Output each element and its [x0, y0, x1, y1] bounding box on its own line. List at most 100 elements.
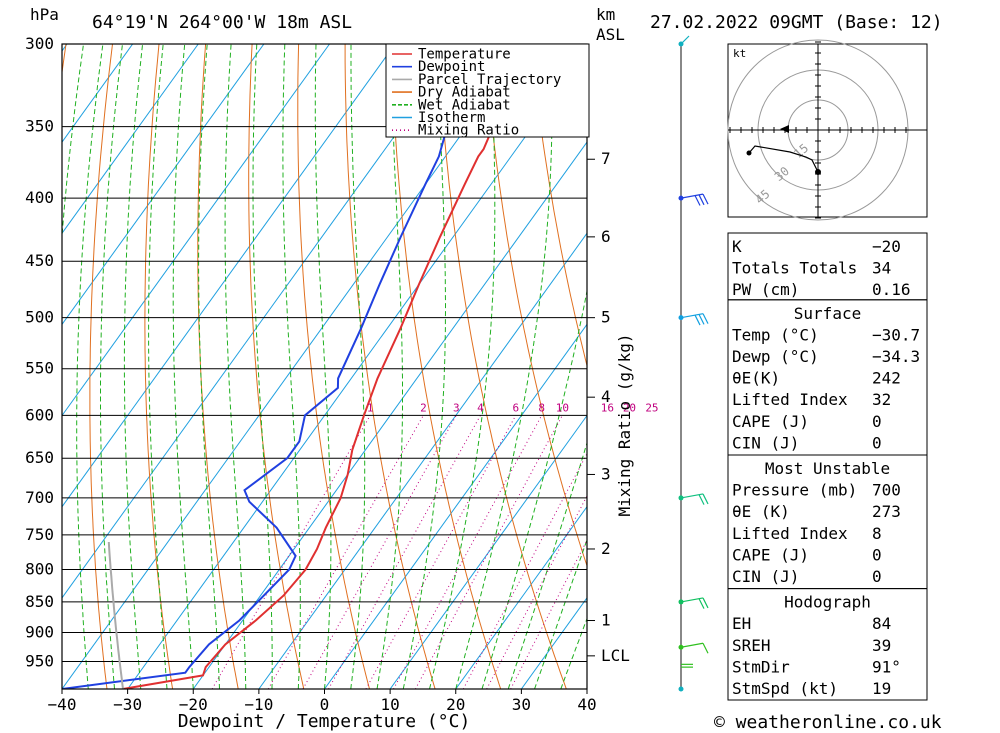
hodograph-unit-label: kt — [733, 47, 746, 60]
dry-adiabat-line — [950, 44, 1000, 689]
x-tick-label: 10 — [380, 695, 399, 714]
wind-barb-flag — [698, 314, 705, 325]
dry-adiabat-line — [391, 44, 502, 689]
index-value: 91° — [872, 657, 901, 676]
hodograph-trace — [748, 145, 819, 173]
pressure-tick-label: 950 — [25, 652, 54, 671]
index-label: CAPE (J) — [732, 545, 809, 564]
legend-label: Temperature — [418, 47, 511, 63]
pressure-tick-label: 450 — [25, 251, 54, 270]
pressure-tick-label: 900 — [25, 623, 54, 642]
km-tick-label: 4 — [601, 387, 611, 406]
index-box — [727, 588, 928, 701]
wind-barb-flag — [702, 493, 709, 505]
isotherm-line — [324, 323, 587, 689]
isotherm-line — [258, 232, 587, 689]
wet-adiabat-line — [282, 44, 301, 689]
mixing-ratio-label: 6 — [512, 401, 519, 414]
legend-label: Dry Adiabat — [418, 85, 511, 101]
x-tick-label: −20 — [179, 695, 208, 714]
index-value: 242 — [872, 369, 901, 388]
mixing-ratio-axis-title: Mixing Ratio (g/kg) — [615, 333, 634, 516]
hodograph-point — [746, 150, 752, 156]
mixing-ratio-label: 20 — [623, 401, 636, 414]
index-label: Lifted Index — [732, 390, 848, 409]
index-label: Temp (°C) — [732, 325, 819, 344]
index-label: Totals Totals — [732, 259, 857, 278]
pressure-tick-label: 650 — [25, 448, 54, 467]
index-value: 0 — [872, 567, 882, 586]
index-value: −34.3 — [872, 347, 920, 366]
legend-label: Isotherm — [418, 110, 485, 126]
km-axis: 7 6 5 4 3 2 1 LCL — [587, 149, 630, 665]
pressure-tick-label: 800 — [25, 559, 54, 578]
dry-adiabat-line — [248, 44, 305, 689]
hpa-label: hPa — [30, 5, 59, 24]
isotherm-line — [127, 50, 587, 689]
mixing-ratio-label: 25 — [645, 401, 658, 414]
wind-barb-flag — [702, 642, 709, 654]
legend-label: Mixing Ratio — [418, 123, 519, 139]
dry-adiabat-line — [89, 44, 113, 689]
mixing-ratio-line — [302, 415, 457, 689]
x-tick-label: −40 — [48, 695, 77, 714]
dry-adiabat-line — [530, 44, 587, 368]
index-value: 19 — [872, 679, 891, 698]
wind-level-dot — [678, 686, 684, 692]
index-label: SREH — [732, 636, 771, 655]
dry-adiabat-line — [484, 44, 587, 568]
profiles — [62, 44, 544, 689]
index-label: Pressure (mb) — [732, 481, 857, 500]
x-tick-label: 30 — [512, 695, 531, 714]
wet-adiabat-line — [350, 44, 366, 689]
index-label: Lifted Index — [732, 524, 848, 543]
x-tick-label: 20 — [446, 695, 465, 714]
x-tick-label: 0 — [320, 695, 330, 714]
x-tick-label: −30 — [113, 695, 142, 714]
index-value: 32 — [872, 390, 891, 409]
index-label: K — [732, 237, 742, 256]
wet-adiabat-line — [123, 44, 144, 689]
isotherm-line — [62, 44, 199, 235]
index-label: CIN (J) — [732, 433, 799, 452]
index-value: 34 — [872, 259, 891, 278]
temperature-profile — [122, 44, 544, 689]
indices-table: K −20 Totals Totals 34 PW (cm) 0.16 Surface Tem… — [727, 232, 928, 701]
wet-adiabat-line — [62, 44, 84, 689]
wind-barb-flag — [702, 597, 709, 609]
index-label: StmDir — [732, 657, 790, 676]
dry-adiabat-line — [996, 44, 1000, 689]
surface-title: Surface — [794, 304, 861, 323]
isotherm-line — [62, 44, 462, 599]
wind-barb-flag — [702, 313, 709, 324]
pressure-tick-label: 500 — [25, 308, 54, 327]
wind-profile — [678, 35, 709, 692]
x-tick-label: 40 — [577, 695, 596, 714]
isotherm-line — [455, 505, 587, 689]
mixing-ratio-label: 10 — [556, 401, 569, 414]
wet-adiabat-line — [172, 44, 194, 689]
index-label: EH — [732, 614, 751, 633]
isotherm-line — [62, 44, 265, 326]
index-value: 39 — [872, 636, 891, 655]
index-label: CAPE (J) — [732, 412, 809, 431]
isotherm-line — [62, 44, 396, 508]
location-title: 64°19'N 264°00'W 18m ASL — [92, 12, 352, 33]
index-value: 0 — [872, 545, 882, 564]
km-tick-label: 6 — [601, 227, 611, 246]
km-tick-label: 3 — [601, 464, 611, 483]
legend-label: Parcel Trajectory — [418, 72, 561, 88]
wind-barb-flag — [694, 195, 701, 206]
wind-barb-shaft — [680, 35, 690, 45]
km-label: km — [596, 5, 615, 24]
storm-motion-marker — [780, 125, 789, 133]
pressure-tick-label: 750 — [25, 525, 54, 544]
wet-adiabat-line — [507, 441, 587, 689]
pressure-tick-label: 850 — [25, 592, 54, 611]
mixing-ratio-line — [365, 415, 517, 689]
axis-labels: 3003504004505005506006507007508008509009… — [25, 34, 597, 714]
isotherm-line — [62, 44, 527, 689]
wet-adiabat-line — [314, 44, 332, 689]
